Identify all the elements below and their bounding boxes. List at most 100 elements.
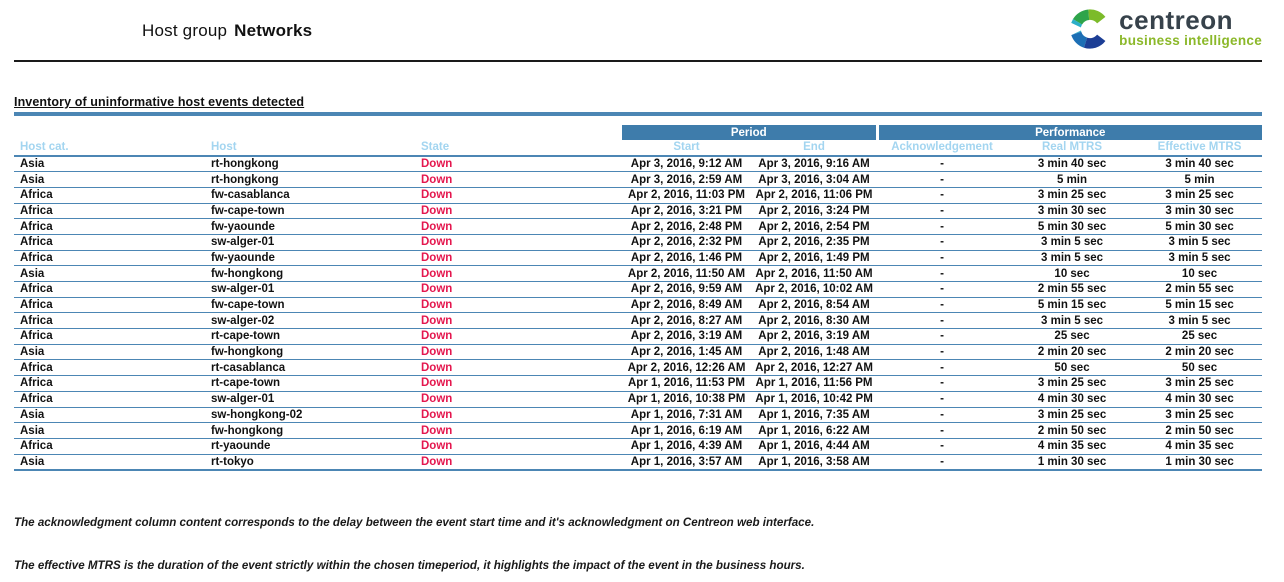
cell-end: Apr 2, 2016, 11:50 AM — [751, 265, 878, 282]
cell-host: rt-tokyo — [205, 454, 415, 471]
cell-end: Apr 2, 2016, 3:19 AM — [751, 328, 878, 345]
cell-end: Apr 2, 2016, 1:49 PM — [751, 250, 878, 267]
table-body: Asia rt-hongkong Down Apr 3, 2016, 9:12 … — [14, 156, 1263, 471]
cell-effective-mtrs: 3 min 25 sec — [1137, 187, 1263, 204]
cell-real-mtrs: 4 min 35 sec — [1007, 438, 1138, 455]
cell-host: fw-hongkong — [205, 422, 415, 439]
cell-host-cat: Africa — [14, 281, 205, 298]
cell-host-cat: Africa — [14, 391, 205, 408]
cell-state: Down — [415, 422, 622, 439]
page-title: Host group Networks — [142, 21, 312, 41]
cell-host-cat: Africa — [14, 234, 205, 251]
column-header-row: Host cat. Host State Start End Acknowled… — [14, 140, 1263, 157]
cell-end: Apr 1, 2016, 6:22 AM — [751, 422, 878, 439]
cell-start: Apr 2, 2016, 3:21 PM — [622, 203, 751, 220]
cell-acknowledgement: - — [877, 218, 1008, 235]
table-row: Asia rt-tokyo Down Apr 1, 2016, 3:57 AM … — [14, 454, 1263, 471]
cell-start: Apr 2, 2016, 12:26 AM — [622, 359, 751, 377]
cell-host: rt-hongkong — [205, 156, 415, 173]
host-events-table: Period Performance Host cat. Host State … — [14, 125, 1263, 471]
cell-start: Apr 3, 2016, 9:12 AM — [622, 156, 751, 173]
cell-start: Apr 1, 2016, 10:38 PM — [622, 391, 751, 408]
cell-effective-mtrs: 5 min — [1137, 171, 1263, 188]
cell-host: fw-hongkong — [205, 265, 415, 282]
table-row: Africa sw-alger-01 Down Apr 2, 2016, 9:5… — [14, 281, 1263, 298]
cell-end: Apr 1, 2016, 7:35 AM — [751, 407, 878, 424]
centreon-c-arrow-icon — [1066, 6, 1112, 52]
table-row: Africa rt-casablanca Down Apr 2, 2016, 1… — [14, 359, 1263, 377]
cell-state: Down — [415, 312, 622, 330]
cell-host-cat: Africa — [14, 359, 205, 377]
table-row: Asia sw-hongkong-02 Down Apr 1, 2016, 7:… — [14, 407, 1263, 424]
cell-acknowledgement: - — [877, 250, 1008, 267]
cell-real-mtrs: 3 min 5 sec — [1007, 234, 1138, 251]
cell-real-mtrs: 3 min 25 sec — [1007, 375, 1138, 392]
centreon-logo-text: centreon business intelligence — [1119, 6, 1262, 48]
cell-acknowledgement: - — [877, 359, 1008, 377]
cell-real-mtrs: 3 min 40 sec — [1007, 156, 1138, 173]
cell-host-cat: Asia — [14, 265, 205, 282]
cell-state: Down — [415, 391, 622, 408]
cell-acknowledgement: - — [877, 265, 1008, 282]
cell-effective-mtrs: 2 min 20 sec — [1137, 344, 1263, 361]
cell-host: sw-alger-01 — [205, 391, 415, 408]
footnote-line: The effective MTRS is the duration of th… — [14, 558, 805, 572]
cell-effective-mtrs: 2 min 50 sec — [1137, 422, 1263, 439]
cell-real-mtrs: 50 sec — [1007, 359, 1138, 377]
cell-real-mtrs: 25 sec — [1007, 328, 1138, 345]
section-title: Inventory of uninformative host events d… — [14, 95, 305, 109]
cell-start: Apr 1, 2016, 11:53 PM — [622, 375, 751, 392]
table-row: Africa fw-casablanca Down Apr 2, 2016, 1… — [14, 187, 1263, 204]
cell-effective-mtrs: 3 min 40 sec — [1137, 156, 1263, 173]
cell-host-cat: Africa — [14, 250, 205, 267]
cell-acknowledgement: - — [877, 156, 1008, 173]
cell-real-mtrs: 5 min 15 sec — [1007, 297, 1138, 314]
page-title-prefix: Host group — [142, 21, 228, 40]
table-row: Africa fw-yaounde Down Apr 2, 2016, 1:46… — [14, 250, 1263, 267]
cell-start: Apr 2, 2016, 1:46 PM — [622, 250, 751, 267]
cell-start: Apr 2, 2016, 9:59 AM — [622, 281, 751, 298]
cell-host: fw-yaounde — [205, 250, 415, 267]
cell-acknowledgement: - — [877, 328, 1008, 345]
group-header-performance: Performance — [877, 125, 1263, 140]
cell-state: Down — [415, 250, 622, 267]
centreon-logo-name: centreon — [1119, 5, 1233, 35]
table-row: Africa rt-yaounde Down Apr 1, 2016, 4:39… — [14, 438, 1263, 455]
cell-real-mtrs: 3 min 30 sec — [1007, 203, 1138, 220]
cell-acknowledgement: - — [877, 281, 1008, 298]
cell-end: Apr 1, 2016, 11:56 PM — [751, 375, 878, 392]
cell-end: Apr 3, 2016, 3:04 AM — [751, 171, 878, 188]
cell-end: Apr 2, 2016, 8:30 AM — [751, 312, 878, 330]
cell-effective-mtrs: 1 min 30 sec — [1137, 454, 1263, 471]
page-title-hostgroup: Networks — [234, 21, 313, 40]
cell-effective-mtrs: 3 min 25 sec — [1137, 375, 1263, 392]
cell-host-cat: Asia — [14, 422, 205, 439]
cell-host: fw-hongkong — [205, 344, 415, 361]
column-header-start: Start — [622, 140, 751, 157]
cell-host-cat: Africa — [14, 328, 205, 345]
cell-state: Down — [415, 328, 622, 345]
cell-state: Down — [415, 171, 622, 188]
report-footnotes: The acknowledgment column content corres… — [14, 488, 1262, 582]
cell-host: fw-cape-town — [205, 203, 415, 220]
table-row: Africa fw-yaounde Down Apr 2, 2016, 2:48… — [14, 218, 1263, 235]
cell-host: sw-alger-02 — [205, 312, 415, 330]
column-header-host: Host — [205, 140, 415, 157]
cell-host-cat: Africa — [14, 297, 205, 314]
cell-start: Apr 1, 2016, 6:19 AM — [622, 422, 751, 439]
cell-end: Apr 2, 2016, 10:02 AM — [751, 281, 878, 298]
cell-state: Down — [415, 407, 622, 424]
cell-effective-mtrs: 50 sec — [1137, 359, 1263, 377]
centreon-logo: centreon business intelligence — [1066, 6, 1262, 52]
table-row: Asia fw-hongkong Down Apr 1, 2016, 6:19 … — [14, 422, 1263, 439]
cell-host-cat: Asia — [14, 156, 205, 173]
cell-acknowledgement: - — [877, 344, 1008, 361]
cell-real-mtrs: 5 min 30 sec — [1007, 218, 1138, 235]
cell-start: Apr 2, 2016, 3:19 AM — [622, 328, 751, 345]
cell-end: Apr 2, 2016, 8:54 AM — [751, 297, 878, 314]
column-header-host-cat: Host cat. — [14, 140, 205, 157]
cell-real-mtrs: 3 min 5 sec — [1007, 312, 1138, 330]
table-row: Asia rt-hongkong Down Apr 3, 2016, 9:12 … — [14, 156, 1263, 173]
table-row: Africa sw-alger-01 Down Apr 1, 2016, 10:… — [14, 391, 1263, 408]
table-row: Asia fw-hongkong Down Apr 2, 2016, 11:50… — [14, 265, 1263, 282]
